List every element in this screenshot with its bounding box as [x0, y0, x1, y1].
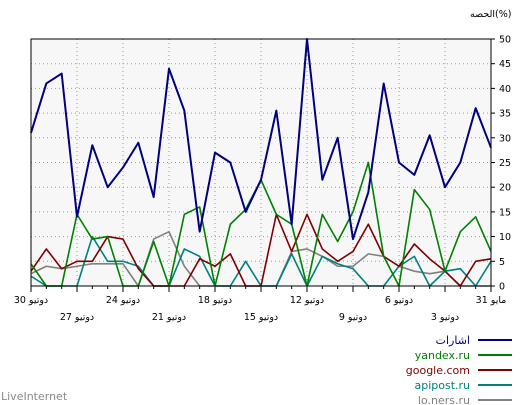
x-tick-label: 27 دوتيو [60, 312, 94, 323]
y-tick-label: 25 [499, 158, 511, 169]
x-tick-label: 18 دوتيو [198, 295, 232, 306]
x-tick-label: 12 دوتيو [290, 295, 324, 306]
legend-label: yandex.ru [415, 349, 470, 362]
x-tick-label: 24 دوتيو [106, 295, 140, 306]
plot-frame [30, 38, 492, 287]
y-tick-label: 40 [499, 84, 511, 95]
x-axis-ticks: 30 دوتيو 24 دوتيو 18 دوتيو 12 دوتيو 6 دوتيو 3… [14, 286, 507, 323]
y-tick-label: 10 [499, 232, 511, 243]
x-tick-label: 21 دوتيو [152, 312, 186, 323]
y-tick-label: 50 [499, 35, 511, 46]
y-axis-label: الحصه(%) [470, 9, 511, 20]
y-tick-label: 15 [499, 207, 511, 218]
series-line [30, 38, 492, 241]
y-tick-label: 30 [499, 133, 511, 144]
legend-label: apipost.ru [414, 379, 470, 392]
x-tick-label: 6 دوتيو [385, 295, 413, 306]
watermark-label: LiveInternet [1, 390, 68, 403]
legend-label: google.com [406, 364, 470, 377]
x-tick-label: 30 دوتيو [14, 295, 48, 306]
y-tick-label: 45 [499, 59, 511, 70]
x-tick-label: 15 دوتيو [244, 312, 278, 323]
y-tick-label: 35 [499, 109, 511, 120]
y-tick-label: 5 [499, 257, 505, 268]
x-tick-label: 31 مايو [476, 295, 507, 306]
legend-label: lo.ners.ru [418, 394, 470, 405]
legend-label: اشارات [436, 334, 470, 347]
x-tick-label: 9 دوتيو [339, 312, 367, 323]
x-tick-label: 3 دوتيو [431, 312, 459, 323]
y-tick-label: 0 [499, 282, 505, 293]
y-tick-label: 20 [499, 183, 511, 194]
legend: اشارات yandex.ru google.com apipost.ru lo.ne… [406, 334, 512, 405]
y-axis-ticks: 0 5 10 15 20 25 30 35 40 45 50 [491, 35, 511, 293]
